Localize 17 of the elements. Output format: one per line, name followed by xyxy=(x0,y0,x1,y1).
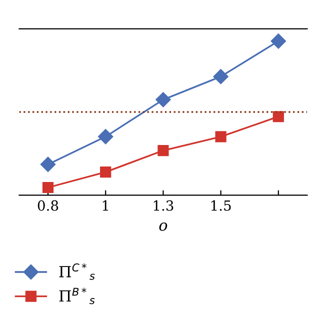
point xyxy=(213,68,228,84)
point xyxy=(156,92,171,108)
point xyxy=(42,182,54,194)
legend-label: Π$^{C*}$$_{s}$ xyxy=(59,263,95,280)
x-axis-title: o xyxy=(159,222,168,231)
point xyxy=(158,144,169,156)
x-tick-label: 0.8 xyxy=(38,200,58,211)
point xyxy=(100,166,112,178)
point xyxy=(272,111,284,122)
x-tick-label: 1.5 xyxy=(211,200,231,211)
point xyxy=(270,34,286,49)
point xyxy=(98,129,114,144)
legend-label: Π$^{B*}$$_{s}$ xyxy=(59,288,95,304)
x-tick-label: 1 xyxy=(102,200,108,211)
x-tick-label: 1.3 xyxy=(154,200,174,211)
point xyxy=(215,131,226,142)
point xyxy=(40,156,56,172)
